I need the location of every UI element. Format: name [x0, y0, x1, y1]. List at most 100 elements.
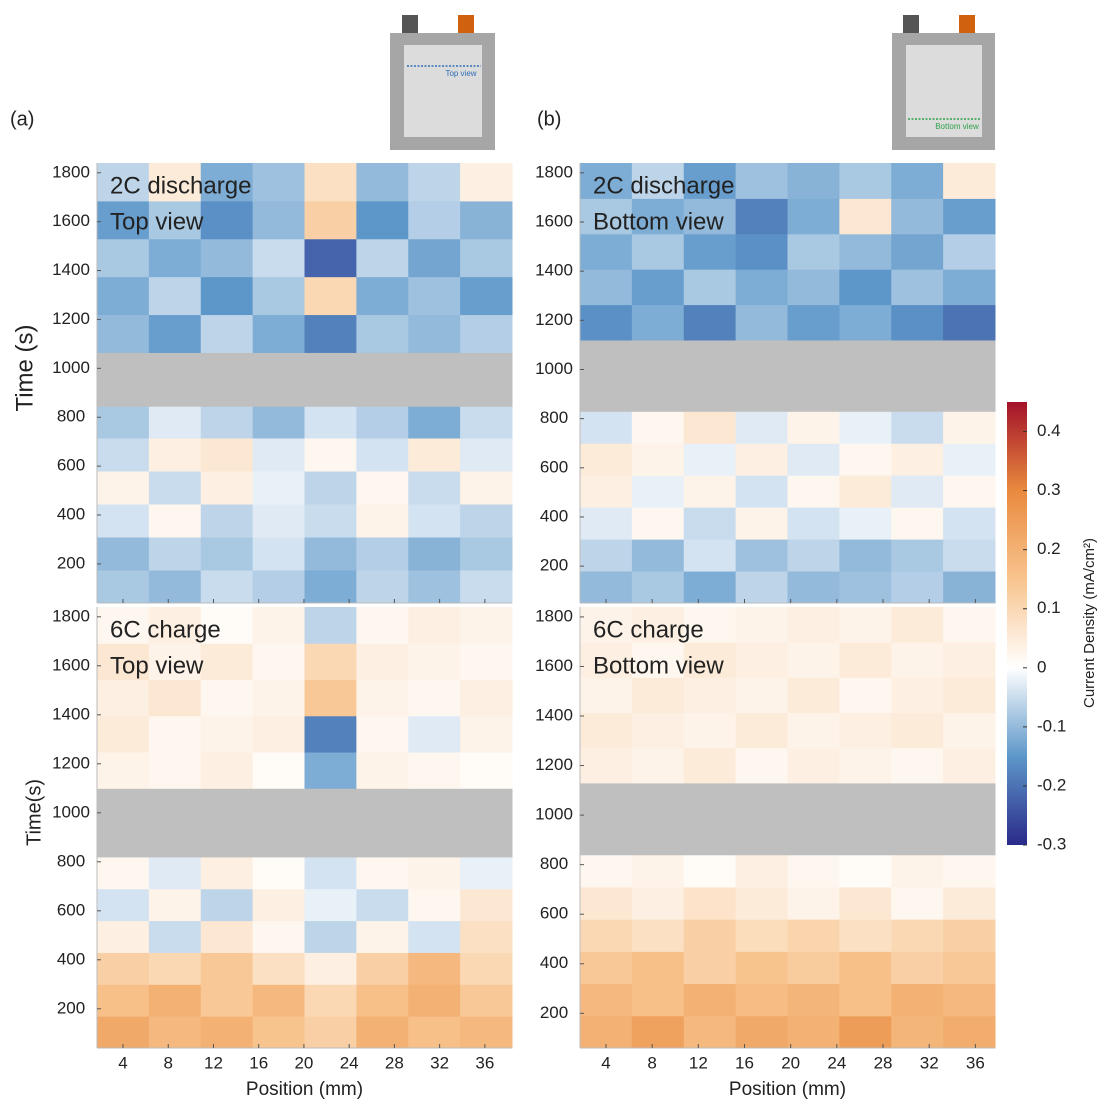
heatmap-cell — [460, 920, 513, 953]
heatmap-cell — [252, 607, 305, 644]
heatmap-cell — [735, 443, 788, 476]
heatmap-cell — [97, 200, 150, 240]
heatmap-cell — [683, 747, 737, 784]
heatmap-cell — [252, 438, 305, 472]
y-tick-label: 1200 — [535, 755, 573, 774]
no-data — [631, 339, 685, 412]
panel-annotation: 2C discharge — [110, 172, 251, 199]
heatmap-cell — [735, 233, 788, 270]
heatmap-cell — [460, 504, 513, 538]
x-tick-label: 24 — [340, 1053, 359, 1072]
heatmap-cell — [304, 570, 357, 604]
y-tick-label: 1600 — [535, 211, 573, 230]
x-tick-label: 36 — [475, 1053, 494, 1072]
heatmap-cell — [631, 233, 685, 270]
heatmap-cell — [97, 952, 150, 985]
heatmap-cell — [200, 643, 254, 681]
heatmap — [580, 607, 996, 1049]
heatmap-cell — [408, 984, 461, 1017]
heatmap-cell — [735, 163, 788, 199]
heatmap-cell — [148, 920, 202, 953]
heatmap-cell — [460, 952, 513, 985]
heatmap-cell — [356, 643, 409, 681]
heatmap-cell — [200, 537, 254, 571]
heatmap-cell — [460, 984, 513, 1017]
heatmap-cell — [683, 571, 737, 604]
y-tick-label: 1800 — [52, 606, 90, 625]
no-data — [839, 782, 892, 856]
heatmap-cell — [631, 677, 685, 714]
no-data — [148, 788, 202, 858]
heatmap-cell — [891, 919, 944, 952]
heatmap-cell — [787, 269, 840, 306]
heatmap-cell — [356, 920, 409, 953]
heatmap-cell — [356, 952, 409, 985]
heatmap-cell — [580, 198, 633, 235]
heatmap-cell — [943, 919, 996, 952]
heatmap-cell — [97, 607, 150, 644]
no-data — [304, 788, 357, 858]
heatmap-cell — [200, 752, 254, 789]
heatmap-cell — [683, 475, 737, 508]
heatmap-cell — [148, 537, 202, 571]
heatmap-cell — [839, 507, 892, 540]
heatmap-cell — [97, 920, 150, 953]
heatmap-cell — [631, 712, 685, 749]
heatmap-cell — [683, 607, 737, 643]
x-tick-label: 12 — [204, 1053, 223, 1072]
panel-label: (a) — [10, 108, 34, 130]
heatmap-cell — [631, 951, 685, 985]
heatmap-cell — [148, 570, 202, 604]
heatmap-cell — [580, 269, 633, 306]
heatmap-cell — [460, 471, 513, 505]
heatmap — [580, 163, 996, 604]
heatmap-cell — [787, 747, 840, 784]
no-data — [148, 352, 202, 407]
heatmap-cell — [943, 951, 996, 985]
no-data — [356, 352, 409, 407]
y-tick-label: 1200 — [52, 309, 90, 328]
cell-schematic: Top view — [390, 15, 495, 150]
heatmap-cell — [460, 607, 513, 644]
heatmap-cell — [891, 983, 944, 1017]
heatmap-cell — [460, 314, 513, 353]
heatmap-cell — [460, 238, 513, 278]
y-axis-label: Time (s) — [11, 324, 38, 411]
heatmap-cell — [839, 951, 892, 985]
heatmap-cell — [356, 856, 409, 890]
heatmap-cell — [839, 475, 892, 508]
heatmap-cell — [252, 984, 305, 1017]
heatmap-cell — [891, 443, 944, 476]
heatmap-cell — [839, 163, 892, 199]
heatmap-cell — [304, 752, 357, 789]
heatmap-cell — [252, 643, 305, 681]
colorbar — [1007, 402, 1027, 845]
heatmap-cell — [304, 679, 357, 717]
heatmap-cell — [148, 314, 202, 353]
heatmap-cell — [735, 919, 788, 952]
heatmap-cell — [891, 951, 944, 985]
heatmap-cell — [97, 163, 150, 202]
colorbar-tick-label: 0.2 — [1037, 539, 1061, 558]
x-axis-label: Position (mm) — [246, 1079, 363, 1100]
heatmap-cell — [460, 438, 513, 472]
heatmap-cell — [304, 643, 357, 681]
heatmap-cell — [943, 983, 996, 1017]
heatmap-cell — [735, 951, 788, 985]
y-tick-label: 1000 — [52, 358, 90, 377]
heatmap-cell — [97, 856, 150, 890]
heatmap-cell — [97, 643, 150, 681]
heatmap-cell — [787, 607, 840, 643]
heatmap-cell — [97, 570, 150, 604]
heatmap-cell — [580, 854, 633, 888]
heatmap-cell — [891, 198, 944, 235]
heatmap-cell — [943, 854, 996, 888]
heatmap-cell — [200, 607, 254, 644]
heatmap-cell — [787, 951, 840, 985]
x-tick-label: 8 — [647, 1053, 656, 1072]
heatmap-cell — [304, 438, 357, 472]
no-data — [252, 788, 305, 858]
heatmap-cell — [148, 984, 202, 1017]
no-data — [408, 788, 461, 858]
heatmap-cell — [891, 411, 944, 444]
